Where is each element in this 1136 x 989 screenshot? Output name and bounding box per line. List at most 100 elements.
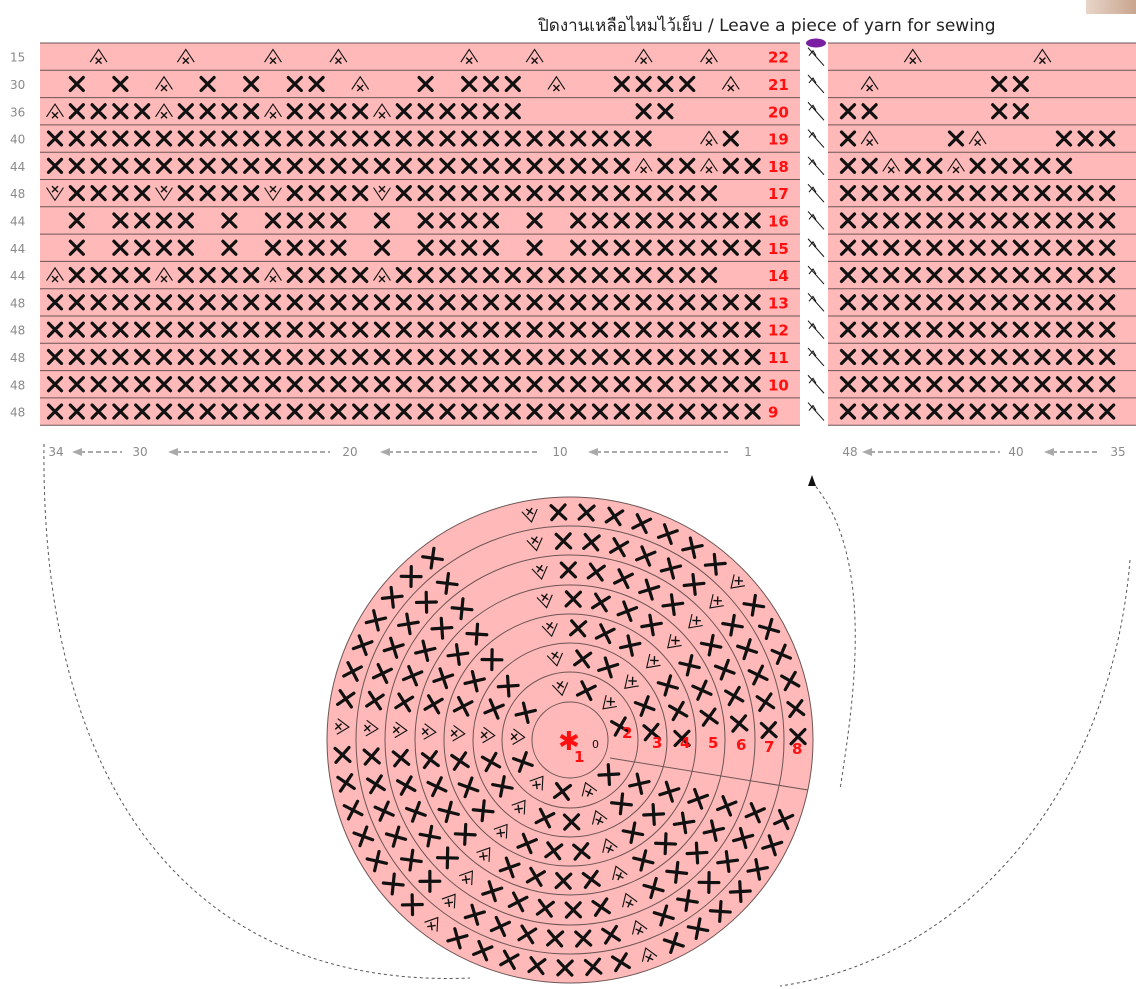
- sc-stitch: [969, 294, 986, 311]
- chain-stitch: 0: [592, 738, 599, 751]
- sc-stitch: [687, 787, 710, 810]
- axis-label: 34: [48, 445, 63, 459]
- decrease-stitch: [700, 130, 718, 147]
- round-number: 10: [768, 376, 789, 394]
- sc-stitch: [947, 348, 965, 366]
- sc-stitch: [221, 403, 238, 420]
- sc-stitch: [548, 294, 565, 311]
- sc-stitch: [744, 348, 761, 366]
- sc-stitch: [46, 321, 64, 338]
- increase-stitch: [546, 651, 564, 667]
- stitch-count: 44: [10, 214, 25, 228]
- slip-stitch-arrow: [807, 101, 825, 121]
- sc-stitch: [635, 239, 652, 256]
- sc-stitch: [482, 321, 500, 338]
- sc-stitch: [482, 266, 500, 284]
- decrease-stitch: [264, 266, 282, 283]
- decrease-stitch: [264, 48, 282, 65]
- sc-stitch: [883, 321, 900, 338]
- sc-stitch: [496, 674, 520, 698]
- sc-stitch: [199, 266, 216, 284]
- sc-stitch: [926, 403, 943, 420]
- sc-stitch: [221, 103, 238, 120]
- sc-stitch: [414, 590, 438, 614]
- sc-stitch: [703, 552, 727, 576]
- sc-stitch: [134, 403, 151, 420]
- sc-stitch: [548, 185, 565, 202]
- sc-stitch: [177, 239, 194, 256]
- sc-stitch: [461, 212, 478, 229]
- sc-stitch: [773, 808, 795, 831]
- sc-stitch: [676, 889, 699, 912]
- round-number: 9: [768, 404, 778, 422]
- stitch-count: 44: [10, 160, 25, 174]
- sc-stitch: [199, 348, 216, 366]
- sc-stitch: [439, 157, 456, 174]
- sc-stitch: [861, 212, 878, 229]
- sc-stitch: [679, 348, 696, 366]
- sc-stitch: [699, 633, 723, 657]
- sc-stitch: [330, 185, 347, 202]
- sc-stitch: [373, 321, 391, 338]
- sc-stitch: [631, 513, 653, 535]
- sc-stitch: [700, 403, 718, 420]
- sc-stitch: [755, 692, 776, 712]
- sc-stitch: [439, 185, 456, 202]
- sc-stitch: [1012, 294, 1029, 311]
- sc-stitch: [450, 751, 470, 771]
- sc-stitch: [352, 825, 375, 848]
- stitch-count: 30: [10, 78, 25, 92]
- decrease-stitch: [525, 48, 544, 65]
- sc-stitch: [613, 185, 630, 202]
- sc-stitch: [549, 503, 568, 522]
- sc-stitch: [199, 103, 216, 120]
- sc-stitch: [134, 157, 151, 174]
- sc-stitch: [570, 348, 587, 366]
- increase-stitch: [622, 892, 638, 908]
- sc-stitch: [526, 185, 543, 202]
- sc-stitch: [1012, 321, 1029, 338]
- sc-stitch: [969, 321, 986, 338]
- sc-stitch: [432, 667, 455, 690]
- circle-round-number: 2: [622, 724, 632, 742]
- sc-stitch: [679, 403, 696, 420]
- slip-stitch-arrow: [807, 211, 825, 230]
- sc-stitch: [177, 103, 194, 120]
- sc-stitch: [46, 403, 64, 420]
- sc-stitch: [697, 870, 721, 894]
- sc-stitch: [417, 157, 434, 174]
- sc-stitch: [526, 212, 543, 229]
- sc-stitch: [395, 403, 412, 420]
- sc-stitch: [658, 780, 681, 803]
- sc-stitch: [679, 376, 696, 393]
- sc-stitch: [342, 799, 364, 821]
- sc-stitch: [548, 266, 565, 284]
- sc-stitch: [1055, 266, 1073, 284]
- sc-stitch: [1099, 130, 1116, 147]
- sc-stitch: [439, 130, 456, 147]
- sc-stitch: [642, 802, 666, 826]
- sc-stitch: [610, 716, 631, 737]
- round-number: 16: [768, 212, 789, 230]
- sc-stitch: [308, 239, 325, 256]
- sc-stitch: [839, 239, 857, 256]
- sc-stitch: [401, 664, 424, 687]
- sc-stitch: [450, 597, 474, 621]
- increase-stitch: [510, 728, 526, 745]
- sc-stitch: [461, 103, 478, 120]
- sc-stitch: [527, 956, 547, 976]
- sc-stitch: [657, 157, 674, 174]
- sc-stitch: [1034, 266, 1051, 284]
- sc-stitch: [613, 75, 630, 93]
- sc-stitch: [904, 294, 921, 311]
- sc-stitch: [657, 266, 674, 284]
- sc-stitch: [613, 403, 630, 420]
- increase-stitch: [363, 719, 379, 737]
- sc-stitch: [112, 212, 129, 229]
- round-number: 11: [768, 349, 789, 367]
- sc-stitch: [591, 376, 609, 393]
- sc-stitch: [352, 294, 369, 311]
- sc-stitch: [112, 403, 129, 420]
- sc-stitch: [330, 130, 347, 147]
- stitch-count: 36: [10, 105, 25, 119]
